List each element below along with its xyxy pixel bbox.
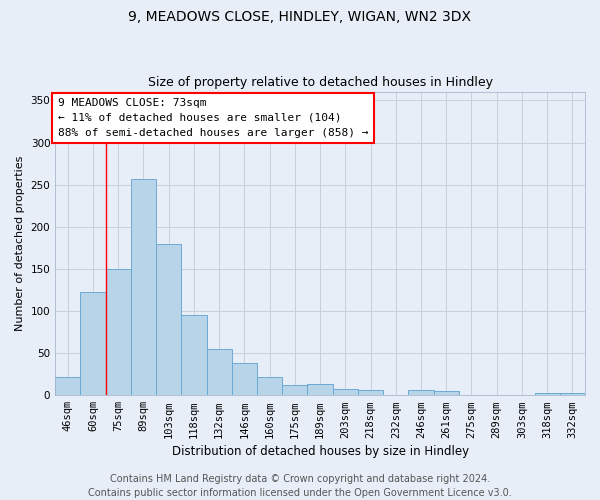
Bar	[80, 292, 106, 395]
Bar	[131, 179, 156, 395]
Title: Size of property relative to detached houses in Hindley: Size of property relative to detached ho…	[148, 76, 493, 90]
Bar	[535, 392, 560, 395]
Bar	[307, 384, 332, 395]
Bar	[332, 390, 358, 395]
Bar	[206, 349, 232, 395]
Bar	[181, 315, 206, 395]
Bar	[358, 390, 383, 395]
Bar	[257, 376, 282, 395]
Bar	[55, 376, 80, 395]
Bar	[282, 385, 307, 395]
Y-axis label: Number of detached properties: Number of detached properties	[15, 156, 25, 332]
Bar	[156, 244, 181, 395]
Bar	[434, 391, 459, 395]
Text: 9, MEADOWS CLOSE, HINDLEY, WIGAN, WN2 3DX: 9, MEADOWS CLOSE, HINDLEY, WIGAN, WN2 3D…	[128, 10, 472, 24]
Text: Contains HM Land Registry data © Crown copyright and database right 2024.
Contai: Contains HM Land Registry data © Crown c…	[88, 474, 512, 498]
X-axis label: Distribution of detached houses by size in Hindley: Distribution of detached houses by size …	[172, 444, 469, 458]
Bar	[560, 392, 585, 395]
Bar	[106, 269, 131, 395]
Text: 9 MEADOWS CLOSE: 73sqm
← 11% of detached houses are smaller (104)
88% of semi-de: 9 MEADOWS CLOSE: 73sqm ← 11% of detached…	[58, 98, 368, 138]
Bar	[409, 390, 434, 395]
Bar	[232, 363, 257, 395]
